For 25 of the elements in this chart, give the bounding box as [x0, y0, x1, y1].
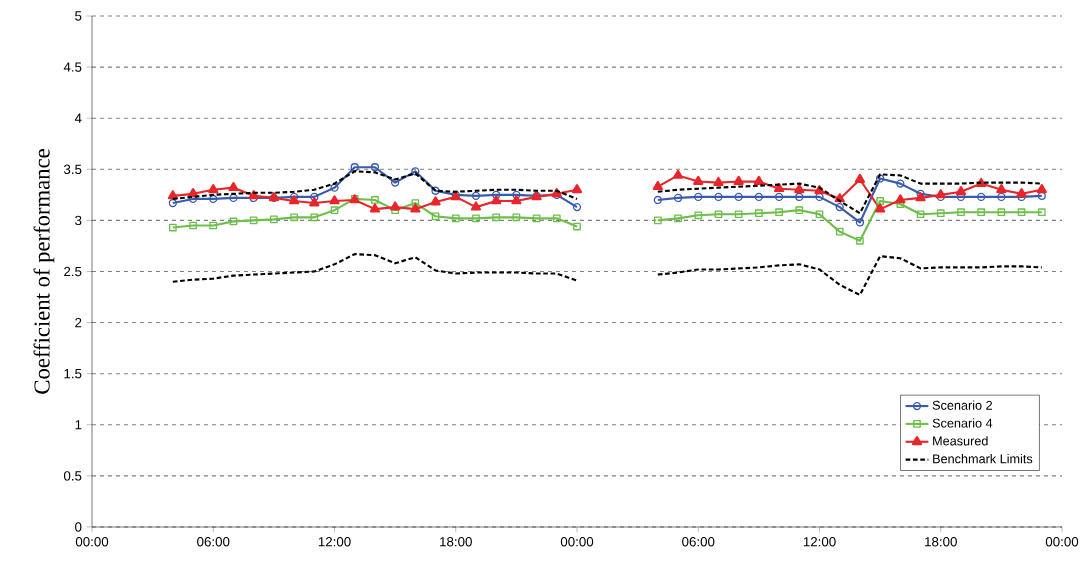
y-tick-label: 2.5 [64, 266, 82, 277]
legend-label: Benchmark Limits [933, 454, 1033, 464]
y-tick-label: 3 [75, 215, 82, 226]
x-tick-label: 18:00 [925, 537, 957, 547]
legend-label: Scenario 4 [932, 418, 993, 428]
y-tick-label: 0 [75, 522, 82, 532]
x-tick-label: 06:00 [197, 537, 230, 547]
x-tick-label: 18:00 [440, 537, 472, 547]
x-tick-label: 12:00 [318, 537, 351, 547]
y-tick-label: 4 [74, 113, 82, 123]
x-tick-label: 06:00 [682, 537, 715, 547]
y-tick-label: 1.5 [64, 369, 82, 379]
x-tick-label: 00:00 [560, 537, 594, 547]
x-tick-label: 12:00 [803, 537, 836, 547]
y-tick-label: 1 [75, 420, 82, 430]
x-tick-label: 00:00 [1045, 537, 1079, 547]
y-tick-label: 0.5 [63, 471, 82, 481]
y-tick-label: 5 [75, 11, 82, 21]
y-tick-label: 4.5 [63, 62, 82, 72]
x-tick-label: 00:00 [75, 537, 109, 547]
y-tick-label: 3.5 [63, 164, 82, 175]
y-tick-label: 2 [75, 317, 82, 328]
legend-label: Measured [933, 436, 988, 446]
y-axis-title: Coefficient of performance [33, 149, 55, 394]
legend-label: Scenario 2 [932, 400, 993, 410]
